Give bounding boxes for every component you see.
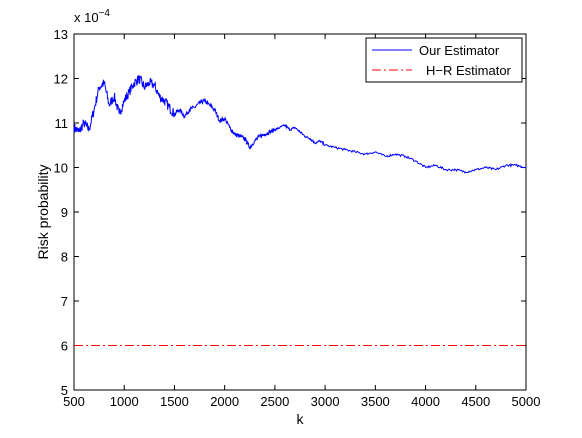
y-tick-label: 6 [61,339,68,354]
x-tick-label: 5000 [512,394,541,409]
y-tick-label: 12 [54,72,68,87]
y-multiplier-label: x 10−4 [74,8,110,25]
series-layer [73,74,527,346]
x-tick-label: 1000 [110,394,139,409]
y-tick-label: 9 [61,205,68,220]
legend-label-our-estimator: Our Estimator [419,43,500,58]
x-tick-label: 4500 [461,394,490,409]
x-tick-label: 2500 [260,394,289,409]
y-tick-label: 11 [55,116,69,131]
y-axis-label: Risk probability [35,165,51,260]
x-axis-label: k [297,411,305,427]
y-tick-label: 8 [61,250,68,265]
x-tick-label: 3000 [311,394,340,409]
x-tick-label: 1500 [160,394,189,409]
legend-box [365,37,523,83]
y-tick-label: 7 [61,294,68,309]
legend: Our Estimator H−R Estimator [365,37,523,83]
y-axis-ticks: 5 6 7 8 9 10 11 12 13 [54,27,526,398]
x-axis-ticks: 500 1000 1500 2000 2500 3000 3500 4000 4500 5000 [63,34,540,409]
x-tick-label: 500 [63,394,85,409]
y-tick-label: 5 [61,383,68,398]
x-tick-label: 2000 [210,394,239,409]
series-line-0 [73,74,527,174]
x-tick-label: 3500 [361,394,390,409]
y-tick-label: 10 [54,161,68,176]
x-tick-label: 4000 [411,394,440,409]
plot-area [73,33,527,391]
y-tick-label: 13 [54,27,68,42]
legend-label-hr-estimator: H−R Estimator [426,63,512,78]
